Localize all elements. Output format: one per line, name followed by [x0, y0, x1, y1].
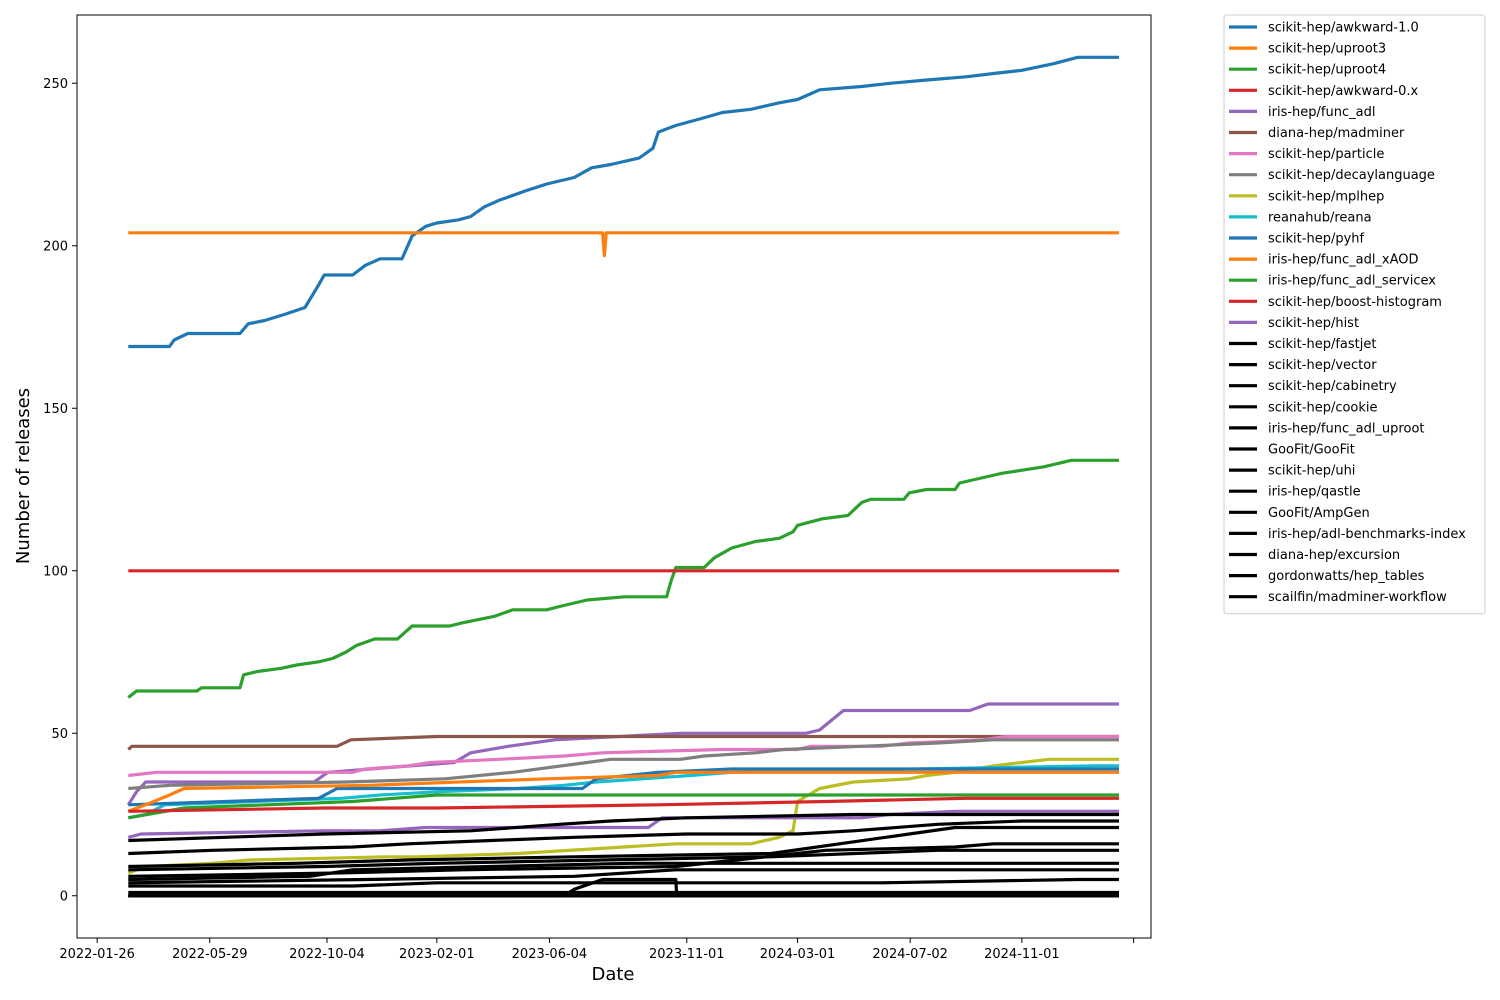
x-tick-label: 2022-05-29	[172, 947, 248, 962]
legend-entry: scikit-hep/uhi	[1268, 464, 1355, 479]
series-line-1	[128, 55, 1119, 349]
legend-entry: scikit-hep/hist	[1268, 316, 1359, 331]
series-line-12	[127, 770, 1119, 813]
legend-entry: iris-hep/adl-benchmarks-index	[1268, 527, 1466, 542]
legend: scikit-hep/awkward-1.0 scikit-hep/uproot3…	[1223, 14, 1486, 615]
legend-entry: scikit-hep/cabinetry	[1268, 379, 1397, 394]
legend-entry: diana-hep/madminer	[1268, 126, 1405, 141]
legend-entry: iris-hep/func_adl_uproot	[1268, 421, 1425, 436]
legend-box	[1223, 14, 1486, 615]
x-tick-label: 2023-06-04	[512, 947, 588, 962]
legend-entry: reanahub/reana	[1268, 210, 1372, 225]
x-axis-title: Date	[591, 964, 634, 985]
y-tick-label: 50	[51, 727, 68, 742]
x-tick-label: 2022-01-26	[59, 947, 135, 962]
series-line-3	[127, 458, 1119, 699]
legend-entry: scikit-hep/uproot4	[1268, 63, 1386, 78]
x-axis: 2022-01-26 2022-05-29 2022-10-04 2023-02-01…	[59, 938, 1135, 962]
x-tick-label: 2023-02-01	[399, 947, 475, 962]
legend-entry: iris-hep/qastle	[1268, 485, 1361, 500]
series-line-17	[128, 819, 1119, 856]
legend-entry: scikit-hep/vector	[1268, 358, 1377, 373]
series-line-6	[127, 734, 1119, 751]
series-line-21	[128, 861, 1119, 882]
series-line-11	[128, 767, 1119, 807]
legend-entry: GooFit/GooFit	[1268, 443, 1355, 458]
series-line-19	[128, 848, 1119, 872]
x-tick-label: 2024-11-01	[984, 947, 1060, 962]
legend-entry: scailfin/madminer-workflow	[1268, 590, 1447, 605]
legend-entry: scikit-hep/mplhep	[1268, 189, 1384, 204]
series-line-2	[128, 231, 1119, 258]
legend-entry: scikit-hep/awkward-1.0	[1268, 21, 1419, 36]
y-tick-label: 100	[43, 564, 68, 579]
legend-entry: iris-hep/func_adl_servicex	[1268, 274, 1436, 289]
legend-entry: scikit-hep/decaylanguage	[1268, 168, 1435, 183]
legend-entry: gordonwatts/hep_tables	[1268, 569, 1425, 584]
series-line-18	[128, 825, 1119, 869]
y-axis-title: Number of releases	[13, 388, 34, 564]
x-tick-label: 2024-07-02	[872, 947, 948, 962]
legend-entry: diana-hep/excursion	[1268, 548, 1400, 563]
legend-entry: scikit-hep/particle	[1268, 147, 1384, 162]
plot-frame	[76, 14, 1152, 939]
series-line-16	[128, 812, 1119, 843]
legend-entry: scikit-hep/cookie	[1268, 400, 1378, 415]
series-line-14	[128, 796, 1119, 813]
y-tick-label: 250	[43, 77, 68, 92]
legend-entry: GooFit/AmpGen	[1268, 506, 1370, 521]
x-tick-label: 2022-10-04	[289, 947, 365, 962]
x-tick-label: 2023-11-01	[649, 947, 725, 962]
legend-entry: iris-hep/func_adl_xAOD	[1268, 253, 1419, 268]
series-line-8	[128, 738, 1119, 791]
legend-entry: scikit-hep/fastjet	[1268, 337, 1376, 352]
y-tick-label: 200	[43, 239, 68, 254]
legend-entry: scikit-hep/pyhf	[1268, 232, 1365, 247]
plot-lines	[126, 55, 1119, 898]
y-tick-label: 0	[60, 889, 68, 904]
y-axis: 0 50 100 150 200 250	[43, 77, 77, 904]
legend-entry: scikit-hep/awkward-0.x	[1268, 84, 1419, 99]
legend-entry: iris-hep/func_adl	[1268, 105, 1375, 120]
x-tick-label: 2024-03-01	[760, 947, 836, 962]
series-line-20	[128, 842, 1119, 878]
series-line-22	[128, 868, 1119, 885]
y-tick-label: 150	[43, 402, 68, 417]
legend-entry: scikit-hep/boost-histogram	[1268, 295, 1442, 310]
series-line-5	[126, 702, 1119, 806]
legend-entry: scikit-hep/uproot3	[1268, 42, 1386, 57]
